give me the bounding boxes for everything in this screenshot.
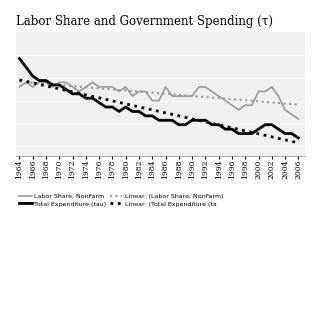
Legend: Labor Share, NonFarm, Total Expenditure (tau), Linear  (Labor Share, NonFarm), L: Labor Share, NonFarm, Total Expenditure …	[19, 193, 223, 207]
Text: Labor Share and Government Spending (τ): Labor Share and Government Spending (τ)	[16, 15, 273, 28]
